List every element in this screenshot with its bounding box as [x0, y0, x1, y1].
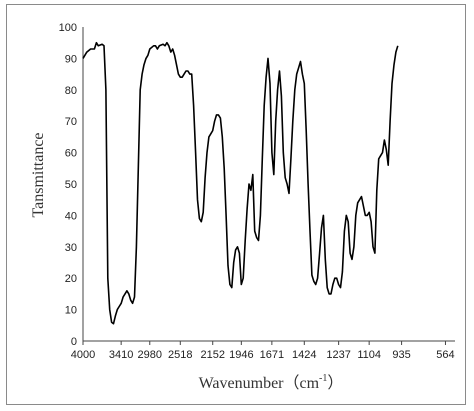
x-axis-title-close: ）: [327, 374, 343, 392]
x-tick-label: 2152: [200, 349, 224, 361]
x-tick-label: 3410: [109, 349, 133, 361]
x-tick-label: 1237: [326, 349, 350, 361]
x-tick-label: 2518: [168, 349, 192, 361]
y-tick-label: 50: [65, 179, 77, 191]
y-axis-title: Tansmittance: [30, 132, 47, 217]
y-tick-label: 70: [65, 116, 77, 128]
y-ticks: 0 10 20 30 40 50 60 70 80 90 100: [59, 22, 77, 348]
y-tick-label: 90: [65, 53, 77, 65]
chart-svg: 0 10 20 30 40 50 60 70 80 90 100 4000 3410 2980 2518 2…: [30, 22, 455, 392]
y-tick-label: 80: [65, 85, 77, 97]
x-tick-label: 2980: [138, 349, 162, 361]
x-tick-label: 1671: [260, 349, 284, 361]
x-tick-label: 1104: [357, 349, 381, 361]
x-axis-title: Wavenumber（cm-1）: [199, 373, 344, 392]
series-group: [82, 41, 399, 325]
x-tick-label: 935: [392, 349, 410, 361]
y-tick-label: 10: [65, 305, 77, 317]
x-axis-title-main: Wavenumber（cm: [199, 374, 320, 392]
x-tick-label: 4000: [71, 349, 95, 361]
y-tick-label: 20: [65, 273, 77, 285]
x-tick-label: 1946: [229, 349, 253, 361]
x-axis-title-sup: -1: [319, 373, 327, 384]
y-tick-label: 40: [65, 210, 77, 222]
y-tick-label: 30: [65, 242, 77, 254]
x-tick-label: 564: [436, 349, 454, 361]
axes-group: [82, 27, 455, 342]
y-tick-label: 100: [59, 22, 77, 34]
spectrum-line: [82, 41, 399, 325]
x-ticks: 4000 3410 2980 2518 2152 1946 1671 1424 1237 1104…: [71, 341, 455, 361]
y-tick-label: 0: [71, 336, 77, 348]
chart-frame: 0 10 20 30 40 50 60 70 80 90 100 4000 3410 2980 2518 2…: [6, 4, 466, 405]
x-tick-label: 1424: [292, 349, 316, 361]
y-tick-label: 60: [65, 148, 77, 160]
